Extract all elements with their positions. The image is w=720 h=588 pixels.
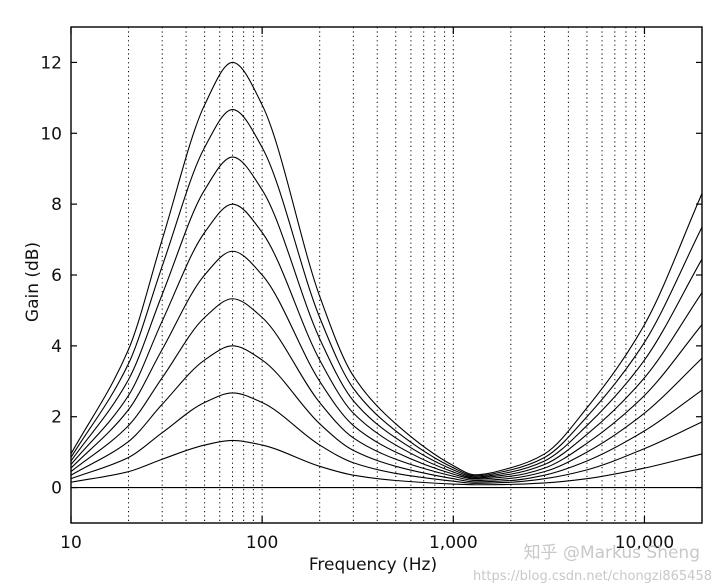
y-axis-label: Gain (dB) — [23, 242, 43, 322]
x-axis-label: Frequency (Hz) — [309, 555, 437, 575]
series-line — [70, 298, 703, 482]
x-tick-label: 1,000 — [429, 533, 478, 553]
y-tick-label: 4 — [51, 337, 62, 357]
watermark-main: 知乎 @Markus Sheng — [524, 543, 700, 563]
series-line — [70, 392, 703, 484]
y-tick-label: 8 — [51, 195, 62, 215]
y-tick-label: 10 — [40, 124, 62, 144]
series-line — [70, 156, 703, 478]
series-line — [70, 108, 703, 477]
x-tick-label: 10 — [60, 533, 82, 553]
series-line — [70, 61, 703, 476]
series-line — [70, 439, 703, 486]
y-tick-label: 0 — [51, 479, 62, 499]
watermark-url: https://blog.csdn.net/chongzi865458 — [473, 569, 712, 584]
y-tick-label: 2 — [51, 408, 62, 428]
x-tick-label: 10,000 — [615, 533, 674, 553]
series-line — [70, 203, 703, 479]
series-line — [70, 250, 703, 480]
y-tick-label: 12 — [40, 53, 62, 73]
ticks — [70, 27, 702, 523]
y-tick-label: 6 — [51, 266, 62, 286]
series-group — [70, 61, 703, 489]
x-tick-label: 100 — [246, 533, 278, 553]
tick-labels: 0 2 4 6 8 10 12 10 100 1,000 10,000 — [40, 53, 674, 553]
series-line — [70, 345, 703, 483]
plot-frame — [70, 26, 703, 524]
